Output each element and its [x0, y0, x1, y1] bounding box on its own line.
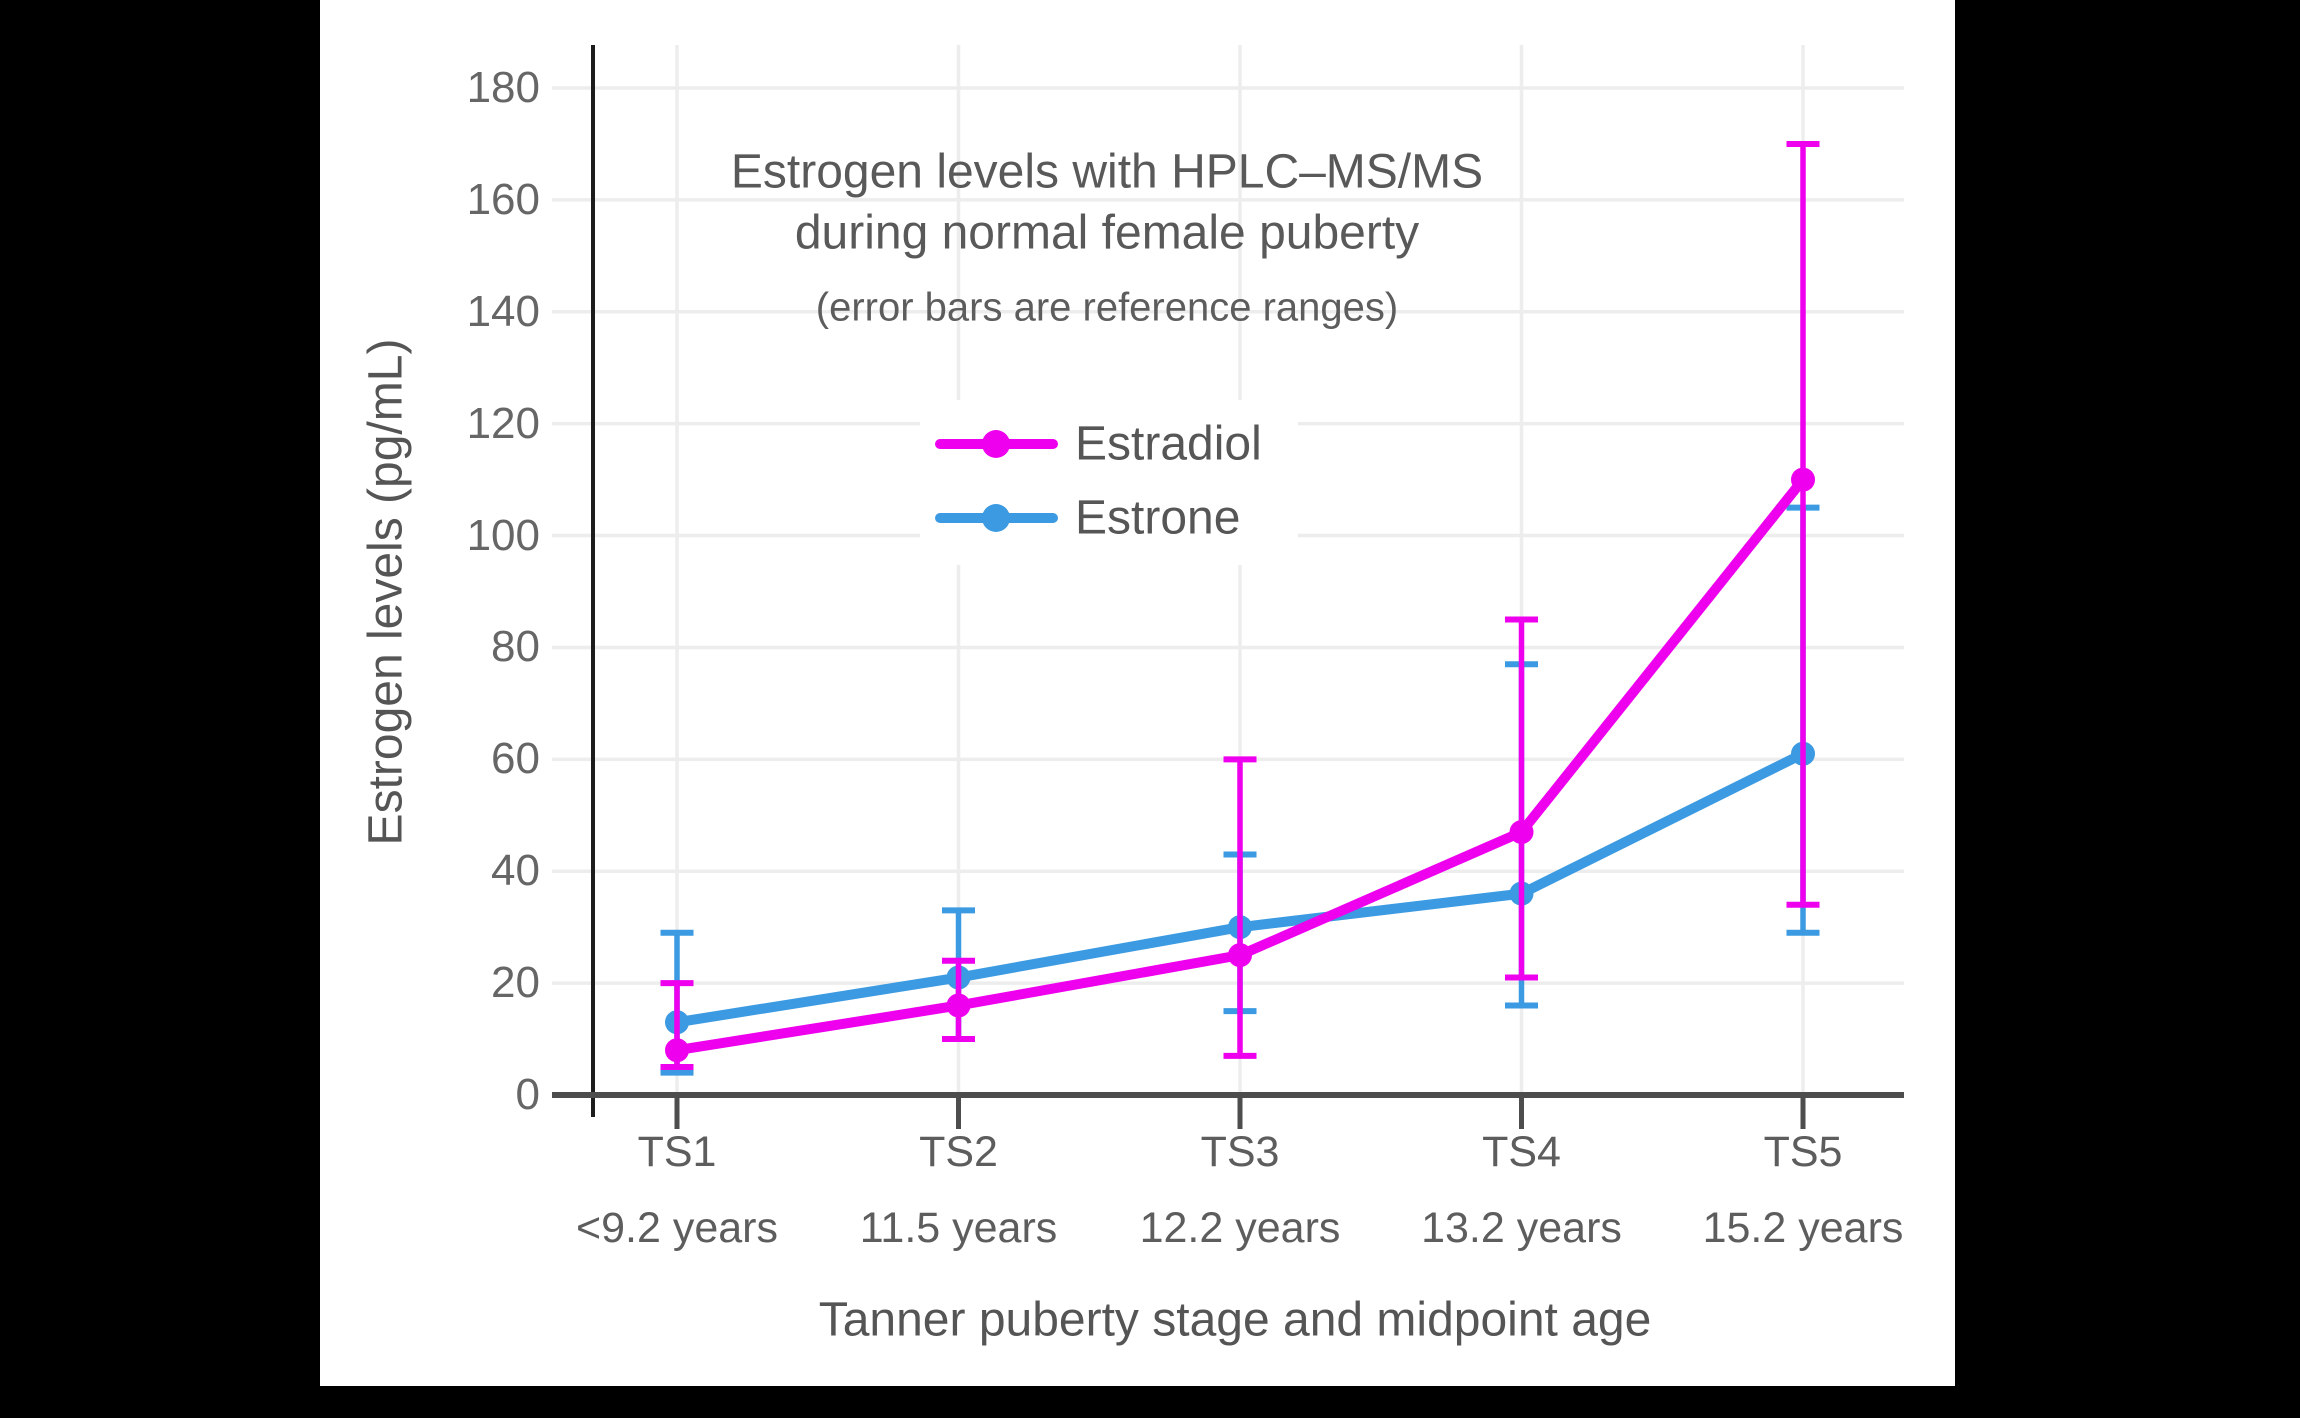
- y-tick-label-160: 160: [466, 174, 540, 224]
- x-tick-age-TS3: 12.2 years: [1139, 1204, 1341, 1252]
- y-tick-label-180: 180: [466, 63, 540, 112]
- data-point-estradiol-TS2: [946, 993, 971, 1018]
- legend-label-estradiol: Estradiol: [1075, 417, 1262, 471]
- y-tick-label-140: 140: [466, 286, 540, 336]
- y-tick-label-100: 100: [466, 510, 540, 560]
- x-tick-stage-TS3: TS3: [1200, 1128, 1280, 1176]
- x-tick-stage-TS2: TS2: [919, 1128, 998, 1176]
- plot-area: [552, 45, 1904, 1129]
- y-tick-label-40: 40: [491, 846, 540, 896]
- y-tick-label-60: 60: [491, 734, 540, 784]
- y-tick-label-80: 80: [491, 622, 540, 672]
- x-tick-stage-TS5: TS5: [1763, 1128, 1843, 1176]
- legend: Estradiol Estrone: [920, 400, 1298, 565]
- legend-swatch-dot: [982, 504, 1010, 532]
- chart-panel: Estrogen levels with HPLC–MS/MS during n…: [320, 0, 1955, 1386]
- x-tick-age-TS5: 15.2 years: [1702, 1204, 1904, 1252]
- x-tick-age-TS2: 11.5 years: [859, 1204, 1058, 1252]
- data-point-estradiol-TS1: [665, 1038, 689, 1063]
- legend-swatch-dot: [982, 430, 1010, 458]
- data-point-estradiol-TS3: [1228, 943, 1252, 968]
- legend-label-estrone: Estrone: [1075, 491, 1241, 545]
- y-tick-label-0: 0: [515, 1070, 540, 1119]
- x-tick-age-TS1: <9.2 years: [576, 1204, 778, 1252]
- y-tick-label-120: 120: [466, 398, 540, 448]
- x-tick-age-TS4: 13.2 years: [1421, 1204, 1622, 1252]
- x-axis-title: Tanner puberty stage and midpoint age: [818, 1293, 1652, 1347]
- y-tick-label-20: 20: [491, 958, 540, 1008]
- chart-title-line1: Estrogen levels with HPLC–MS/MS: [730, 145, 1484, 199]
- x-tick-stage-TS1: TS1: [637, 1128, 717, 1176]
- data-point-estradiol-TS4: [1509, 820, 1534, 845]
- chart-title-line2: during normal female puberty: [794, 206, 1420, 260]
- chart-subtitle: (error bars are reference ranges): [815, 285, 1399, 330]
- data-point-estradiol-TS5: [1791, 467, 1815, 492]
- x-tick-stage-TS4: TS4: [1482, 1128, 1561, 1176]
